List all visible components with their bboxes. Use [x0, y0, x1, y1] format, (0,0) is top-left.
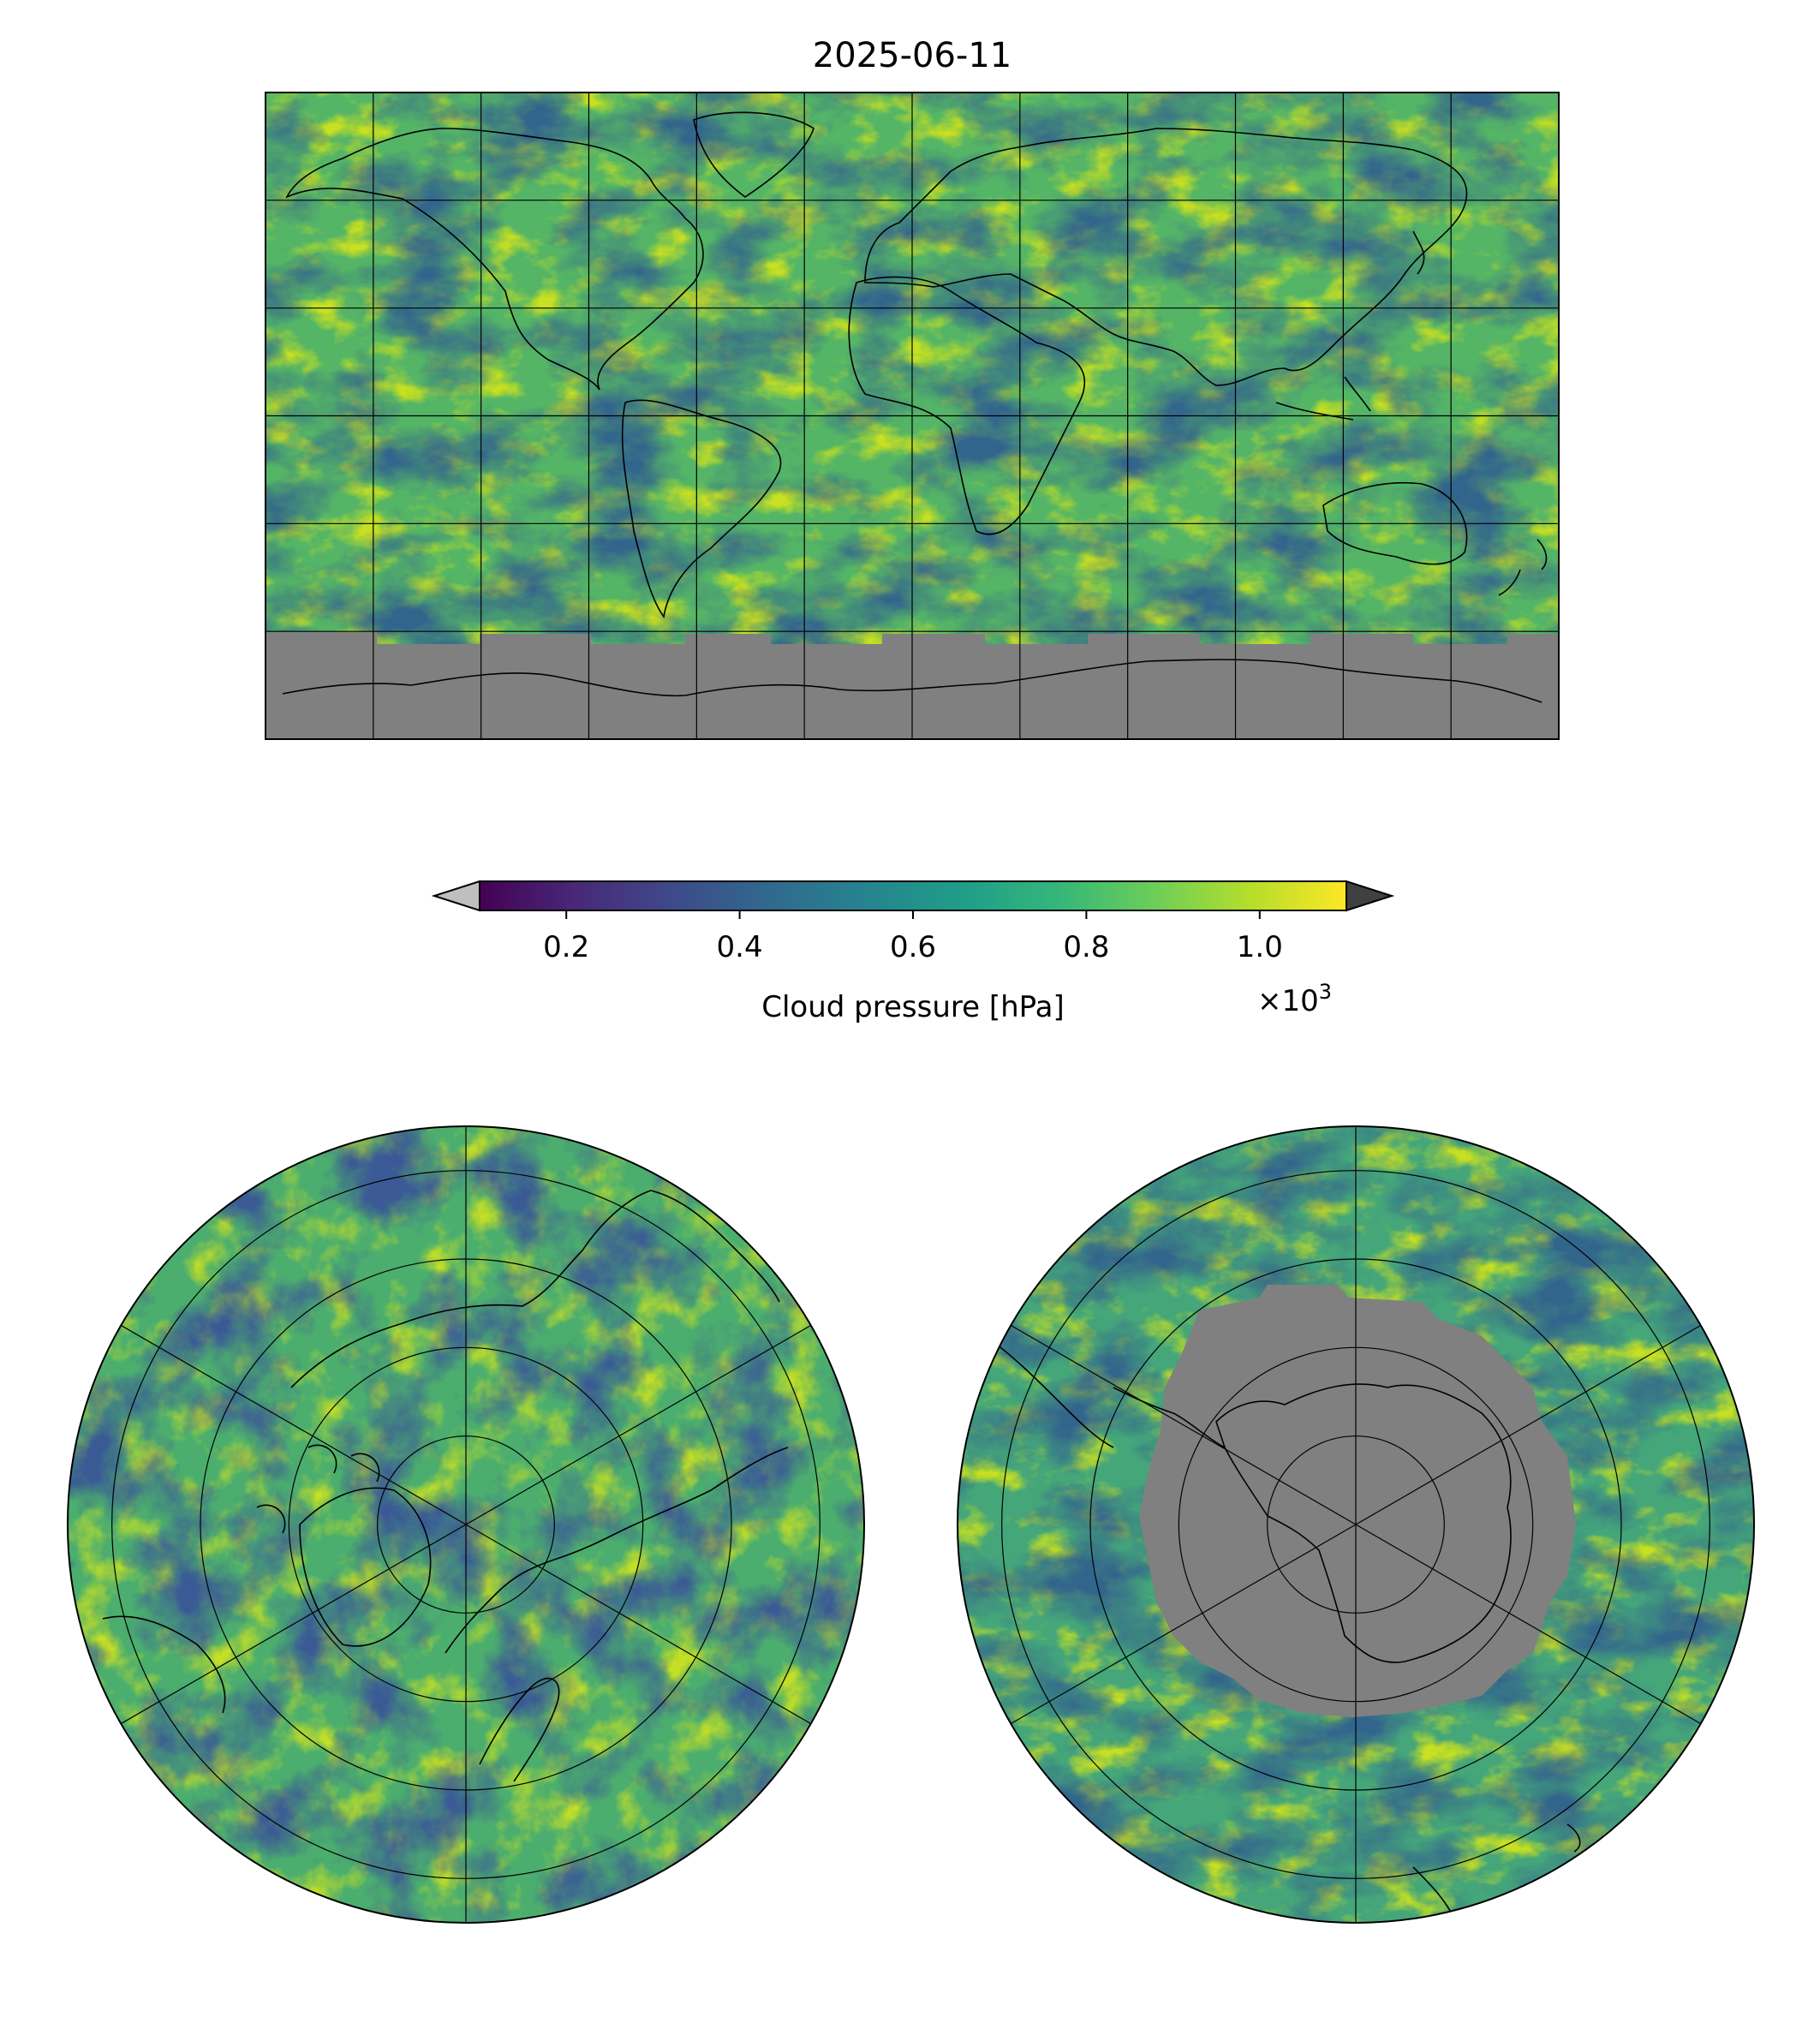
- coastline-south-america: [621, 399, 782, 618]
- south-polar-map: [958, 1126, 1754, 1923]
- north-polar-graticule-meridian-60: [465, 1315, 829, 1525]
- south-polar-graticule-meridian-240: [1355, 1524, 1719, 1734]
- colorbar-tick-label-0.4: 0.4: [717, 930, 763, 964]
- colorbar-ticks: 0.2 0.4 0.6 0.8 1.0: [543, 910, 1283, 964]
- coastline-north-america: [285, 128, 704, 391]
- south-polar-frame: [957, 1125, 1755, 1924]
- coastline-eurasia: [864, 128, 1468, 386]
- north-polar-graticule-meridian-240: [103, 1524, 467, 1734]
- coastline-indonesia: [1275, 376, 1371, 421]
- north-polar-graticule-meridian-300: [103, 1315, 467, 1525]
- colorbar-extend-over: [1346, 880, 1395, 912]
- north-polar-map: [68, 1126, 864, 1923]
- colorbar-tick-label-0.6: 0.6: [890, 930, 936, 964]
- south-polar-graticule-meridian-60: [993, 1315, 1357, 1525]
- coastline-japan: [1412, 230, 1425, 275]
- coastline-australia: [1322, 481, 1468, 565]
- coastline-antarctica: [282, 659, 1543, 703]
- coastline-south-island: [1566, 1823, 1581, 1853]
- colorbar-offset-base: ×10: [1257, 984, 1319, 1018]
- north-polar-graticule-meridian-120: [465, 1524, 829, 1734]
- colorbar-tick-label-0.8: 0.8: [1063, 930, 1109, 964]
- coastline-arctic-archipelago: [256, 1444, 380, 1534]
- south-polar-missing-antarctica: [1139, 1285, 1576, 1717]
- colorbar-label: Cloud pressure [hPa]: [761, 990, 1064, 1024]
- colorbar-tick-label-0.2: 0.2: [543, 930, 589, 964]
- colorbar-tick-label-1.0: 1.0: [1237, 930, 1283, 964]
- coastline-antarctic-peninsula: [1113, 1387, 1226, 1448]
- global-map-frame: [265, 92, 1560, 740]
- colorbar: 0.2 0.4 0.6 0.8 1.0 Cloud pressure [hPa] ×10…: [431, 880, 1395, 1024]
- colorbar-gradient: [479, 880, 1347, 911]
- global-map: [266, 92, 1559, 739]
- coastline-north-eurasia: [290, 1190, 780, 1388]
- figure-title: 2025-06-11: [813, 36, 1011, 75]
- north-polar-coastlines: [102, 1190, 789, 1782]
- south-polar-graticule-meridian-300: [1355, 1315, 1719, 1525]
- coastline-scandinavia: [479, 1677, 560, 1782]
- south-polar-graticule-meridian-120: [993, 1524, 1357, 1734]
- coastline-new-zealand: [1498, 539, 1548, 596]
- coastline-south-america-tip: [984, 1335, 1114, 1448]
- colorbar-extend-under: [431, 880, 480, 912]
- coastline-antarctica-south: [1215, 1383, 1512, 1663]
- coastline-greenland-north: [299, 1487, 432, 1647]
- north-polar-frame: [67, 1125, 865, 1924]
- north-polar-graticule: [103, 1126, 829, 1923]
- coastline-alaska: [102, 1615, 226, 1714]
- coastline-greenland: [693, 111, 815, 198]
- colorbar-offset-exponent: 3: [1319, 980, 1332, 1004]
- colorbar-offset-text: ×103: [1257, 980, 1332, 1018]
- global-map-gridlines: [266, 92, 1559, 739]
- south-polar-graticule: [993, 1126, 1719, 1923]
- coastline-north-america-arctic: [445, 1447, 789, 1654]
